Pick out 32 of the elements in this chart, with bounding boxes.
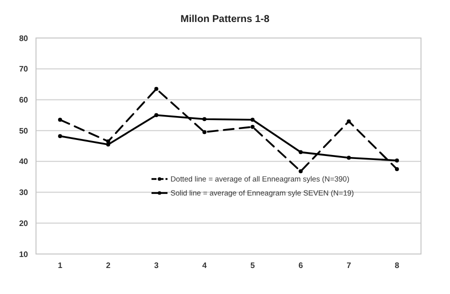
y-tick-label: 10 (19, 250, 29, 259)
y-tick-label: 50 (19, 126, 29, 136)
point (106, 142, 110, 146)
point (298, 150, 303, 154)
point (298, 169, 303, 174)
point (346, 156, 351, 160)
x-tick-label: 1 (58, 261, 63, 270)
y-tick-label: 80 (19, 34, 29, 43)
point (250, 118, 255, 122)
point (394, 158, 399, 163)
y-tick-label: 20 (19, 218, 29, 228)
x-tick-label: 3 (154, 261, 160, 270)
y-tick-label: 40 (19, 157, 29, 166)
y-tick-label: 60 (19, 96, 29, 105)
point (202, 130, 206, 134)
point (154, 113, 158, 118)
y-tick-label: 70 (19, 64, 29, 74)
point (250, 124, 255, 129)
x-tick-label: 6 (298, 261, 304, 270)
chart-title: Millon Patterns 1-8 (180, 14, 270, 25)
point (394, 167, 399, 172)
y-tick-label: 30 (19, 188, 29, 198)
x-tick-label: 8 (394, 261, 400, 270)
x-tick-label: 2 (106, 261, 111, 270)
x-tick-label: 7 (346, 261, 352, 270)
point (58, 134, 62, 138)
point (58, 118, 62, 122)
x-tick-label: 5 (250, 261, 256, 270)
point (346, 119, 351, 124)
point (202, 117, 206, 122)
point (154, 86, 158, 91)
x-tick-label: 4 (202, 261, 208, 270)
